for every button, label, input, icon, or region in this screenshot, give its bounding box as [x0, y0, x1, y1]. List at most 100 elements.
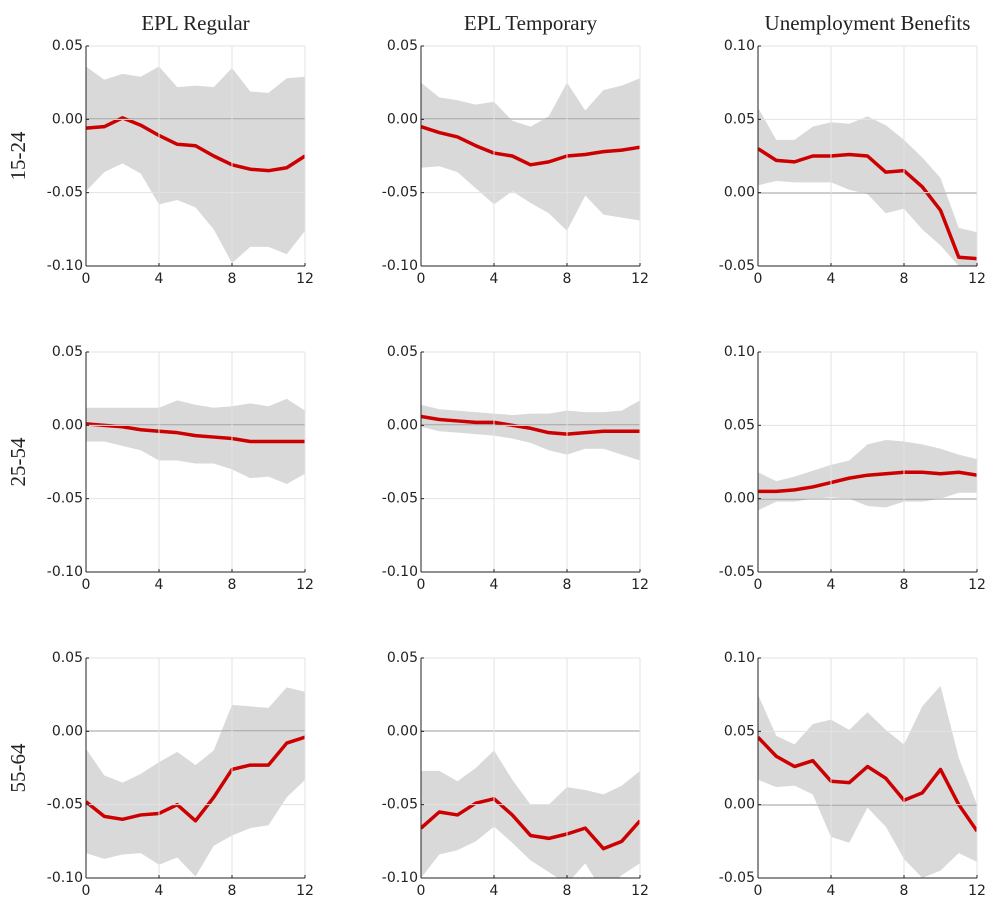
y-tick-label: 0.00 — [724, 491, 755, 507]
y-tick-label: -0.05 — [382, 797, 418, 813]
y-tick-label: -0.10 — [47, 564, 83, 580]
panel: -0.05 0.00 0.05 0.10 0 4 8 12 — [719, 38, 986, 287]
plot-area — [421, 730, 640, 878]
x-tick-label: 0 — [82, 577, 91, 593]
x-tick-label: 0 — [754, 883, 763, 899]
y-tick-label: 0.00 — [387, 111, 418, 127]
confidence-band — [86, 66, 305, 264]
y-tick-label: 0.00 — [387, 723, 418, 739]
plot-area — [421, 78, 640, 231]
panel: -0.10 -0.05 0.00 0.05 0 4 8 12 — [382, 38, 649, 287]
y-tick-label: 0.00 — [52, 111, 83, 127]
x-tick-label: 4 — [155, 577, 164, 593]
x-tick-label: 8 — [900, 577, 909, 593]
y-tick-label: -0.10 — [47, 870, 83, 886]
y-tick-label: 0.05 — [724, 417, 755, 433]
confidence-band — [421, 78, 640, 231]
response-line — [86, 735, 305, 823]
x-tick-label: 4 — [490, 271, 499, 287]
response-line — [86, 116, 305, 173]
column-title: Unemployment Benefits — [765, 11, 971, 35]
y-tick-label: -0.05 — [47, 185, 83, 201]
x-tick-label: 0 — [417, 883, 426, 899]
x-tick-label: 8 — [228, 271, 237, 287]
panel: -0.10 -0.05 0.00 0.05 0 4 8 12 — [47, 38, 314, 287]
y-tick-label: 0.00 — [52, 723, 83, 739]
response-line — [421, 414, 640, 436]
x-tick-label: 4 — [827, 577, 836, 593]
y-tick-label: 0.05 — [387, 38, 418, 54]
x-tick-label: 8 — [228, 577, 237, 593]
panel: -0.05 0.00 0.05 0.10 0 4 8 12 — [719, 344, 986, 593]
y-tick-label: 0.10 — [724, 650, 755, 666]
confidence-band — [86, 398, 305, 484]
panel: -0.10 -0.05 0.00 0.05 0 4 8 12 — [382, 344, 649, 593]
x-tick-label: 4 — [155, 271, 164, 287]
x-tick-label: 12 — [968, 577, 986, 593]
row-label: 15-24 — [6, 131, 30, 180]
response-line — [758, 147, 977, 261]
response-line — [421, 125, 640, 167]
y-tick-label: -0.05 — [382, 185, 418, 201]
y-tick-label: 0.05 — [387, 344, 418, 360]
response-line — [758, 735, 977, 833]
x-tick-label: 0 — [417, 577, 426, 593]
x-tick-label: 8 — [900, 271, 909, 287]
x-tick-label: 0 — [82, 271, 91, 287]
x-tick-label: 8 — [563, 271, 572, 287]
y-tick-label: -0.05 — [719, 564, 755, 580]
x-tick-label: 8 — [563, 577, 572, 593]
x-tick-label: 12 — [968, 271, 986, 287]
y-tick-label: -0.05 — [47, 491, 83, 507]
x-tick-label: 12 — [631, 883, 649, 899]
plot-area — [758, 685, 977, 878]
plot-area — [758, 107, 977, 266]
y-tick-label: 0.10 — [724, 38, 755, 54]
confidence-band — [421, 750, 640, 878]
x-tick-label: 12 — [968, 883, 986, 899]
x-tick-label: 4 — [490, 883, 499, 899]
x-tick-label: 12 — [631, 271, 649, 287]
plot-area — [86, 398, 305, 484]
y-tick-label: 0.00 — [724, 185, 755, 201]
plot-area — [421, 400, 640, 461]
y-tick-label: -0.05 — [719, 258, 755, 274]
panel: -0.10 -0.05 0.00 0.05 0 4 8 12 — [382, 650, 649, 899]
x-tick-label: 8 — [900, 883, 909, 899]
confidence-band — [758, 107, 977, 266]
confidence-band — [421, 400, 640, 461]
y-tick-label: -0.05 — [47, 797, 83, 813]
y-tick-label: 0.05 — [52, 344, 83, 360]
panel: -0.10 -0.05 0.00 0.05 0 4 8 12 — [47, 344, 314, 593]
column-title: EPL Regular — [141, 11, 249, 35]
response-line — [86, 422, 305, 444]
x-tick-label: 8 — [563, 883, 572, 899]
plot-area — [86, 687, 305, 877]
y-tick-label: 0.00 — [52, 417, 83, 433]
x-tick-label: 12 — [296, 577, 314, 593]
x-tick-label: 4 — [155, 883, 164, 899]
row-label: 25-54 — [6, 437, 30, 486]
confidence-band — [758, 685, 977, 878]
y-tick-label: -0.10 — [382, 870, 418, 886]
y-tick-label: 0.05 — [387, 650, 418, 666]
response-line — [758, 470, 977, 494]
plot-area — [758, 440, 977, 511]
y-tick-label: -0.05 — [719, 870, 755, 886]
confidence-band — [86, 687, 305, 877]
x-tick-label: 4 — [827, 271, 836, 287]
x-tick-label: 8 — [228, 883, 237, 899]
x-tick-label: 0 — [754, 577, 763, 593]
x-tick-label: 4 — [490, 577, 499, 593]
x-tick-label: 4 — [827, 883, 836, 899]
y-tick-label: 0.10 — [724, 344, 755, 360]
y-tick-label: 0.00 — [724, 797, 755, 813]
y-tick-label: -0.10 — [382, 258, 418, 274]
column-title: EPL Temporary — [464, 11, 598, 35]
y-tick-label: -0.10 — [47, 258, 83, 274]
x-tick-label: 0 — [754, 271, 763, 287]
x-tick-label: 12 — [296, 271, 314, 287]
y-tick-label: -0.05 — [382, 491, 418, 507]
x-tick-label: 0 — [82, 883, 91, 899]
